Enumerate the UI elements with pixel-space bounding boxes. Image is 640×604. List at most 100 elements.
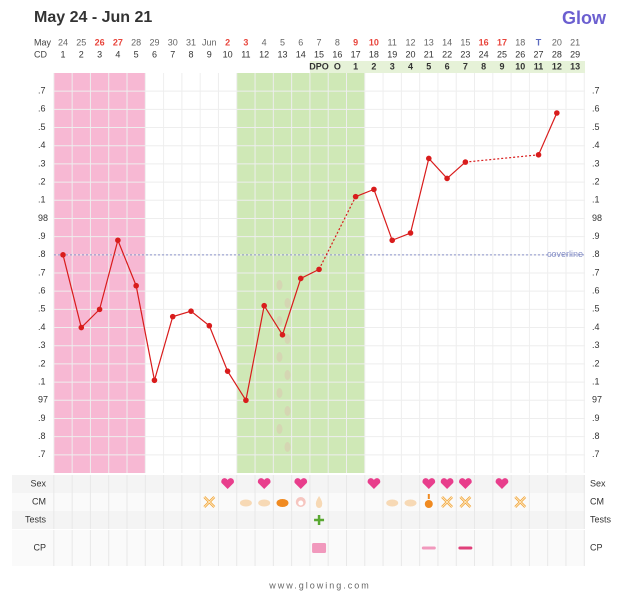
heart (422, 478, 436, 489)
date-label: 14 (442, 37, 452, 47)
row-label: Tests (25, 514, 47, 524)
row-label: CM (590, 496, 604, 506)
row-icon-square (312, 543, 327, 553)
dpo-label: 9 (499, 61, 504, 71)
x-tick-label: 25 (497, 49, 507, 59)
dpo-label: 1 (353, 61, 358, 71)
y-tick-label: .7 (592, 449, 600, 459)
x-tick-label: 12 (259, 49, 269, 59)
chart-title: May 24 - Jun 21 (34, 9, 152, 26)
x-inner (514, 496, 526, 508)
x-tick-label: 11 (241, 49, 250, 59)
y-tick-label: .9 (38, 413, 46, 423)
x-tick-label: 17 (351, 49, 361, 59)
row-icon-bar-light (421, 546, 436, 550)
x-tick-label: 27 (534, 49, 544, 59)
date-label: 16 (479, 37, 489, 47)
row-icon-cream (404, 499, 417, 507)
watermark-drop (284, 406, 291, 416)
y-tick-label: .7 (38, 267, 46, 277)
row-band (12, 511, 585, 529)
heart (495, 478, 509, 489)
x-tick-label: 13 (277, 49, 287, 59)
row-label: CM (32, 496, 46, 506)
date-label: 3 (243, 37, 248, 47)
row-icon-x (514, 496, 527, 508)
cp-bar (421, 546, 436, 550)
row-icon-cream (258, 499, 271, 507)
cream (386, 499, 399, 507)
cp-square (312, 543, 327, 553)
gap-connector (318, 196, 357, 270)
temperature-point (96, 306, 103, 313)
row-label: Sex (30, 478, 46, 488)
y-tick-label: .2 (592, 358, 600, 368)
y-tick-label: .5 (38, 122, 46, 132)
date-label: 18 (515, 37, 525, 47)
row-icon-heart (495, 478, 509, 489)
row-icon-plus (314, 515, 325, 525)
date-label: 31 (186, 37, 196, 47)
date-label: 2 (225, 37, 230, 47)
temperature-point (426, 155, 432, 162)
y-tick-label: .6 (592, 286, 600, 296)
row-icon-bar-dark (458, 546, 473, 550)
y-tick-label: .5 (592, 304, 600, 314)
row-icon-x (203, 496, 216, 508)
temperature-point (535, 152, 542, 158)
x-tick-label: 16 (332, 49, 342, 59)
row-icon-heart (459, 478, 472, 489)
row-label: CP (33, 542, 46, 552)
y-tick-label: .6 (38, 104, 46, 114)
row-icon-heart (257, 478, 271, 489)
spot (424, 500, 433, 508)
y-tick-label: .6 (592, 104, 600, 114)
date-label: 21 (570, 37, 580, 47)
y-tick-label: 98 (592, 213, 602, 223)
y-tick-label: 97 (592, 395, 602, 405)
row-label: CD (34, 49, 47, 59)
x-tick-label: 8 (189, 49, 194, 59)
date-label: 29 (149, 37, 159, 47)
row-icon-heart (367, 478, 381, 489)
dpo-label: O (334, 61, 341, 71)
temperature-point (169, 313, 176, 320)
temperature-point (151, 377, 158, 384)
x-tick-label: 29 (570, 49, 580, 59)
x-tick-label: 3 (97, 49, 102, 59)
y-tick-label: .1 (592, 376, 600, 386)
watermark-drop (284, 370, 291, 380)
egg-yolk (298, 500, 304, 506)
watermark-drop (276, 424, 283, 434)
y-tick-label: .3 (592, 340, 600, 350)
date-label: 17 (497, 37, 507, 47)
y-tick-label: .7 (38, 449, 46, 459)
temperature-point (133, 282, 139, 289)
y-tick-label: .4 (592, 322, 600, 332)
row-icon-egg (295, 497, 306, 507)
temperature-point (389, 237, 396, 244)
cream (239, 499, 252, 507)
date-label: 28 (131, 37, 141, 47)
temperature-point (407, 230, 414, 236)
temperature-point (297, 275, 304, 282)
heart (294, 478, 308, 489)
x-tick-label: 18 (369, 49, 379, 59)
cream (258, 499, 271, 507)
row-icon-heart (221, 478, 234, 489)
temperature-point (224, 368, 231, 374)
x-tick-label: 20 (406, 49, 416, 59)
temperature-point (78, 324, 85, 331)
x-tick-label: 23 (460, 49, 470, 59)
x-inner (203, 496, 215, 508)
watermark-drop (284, 298, 291, 308)
dpo-label: 7 (463, 61, 468, 71)
dpo-label: 2 (371, 61, 376, 71)
drop (315, 496, 323, 508)
gap-connector (465, 154, 539, 163)
heart (440, 478, 454, 489)
dpo-band (309, 61, 585, 73)
y-tick-label: .6 (38, 286, 46, 296)
logo: Glow (562, 8, 607, 28)
y-tick-label: .8 (38, 431, 46, 441)
